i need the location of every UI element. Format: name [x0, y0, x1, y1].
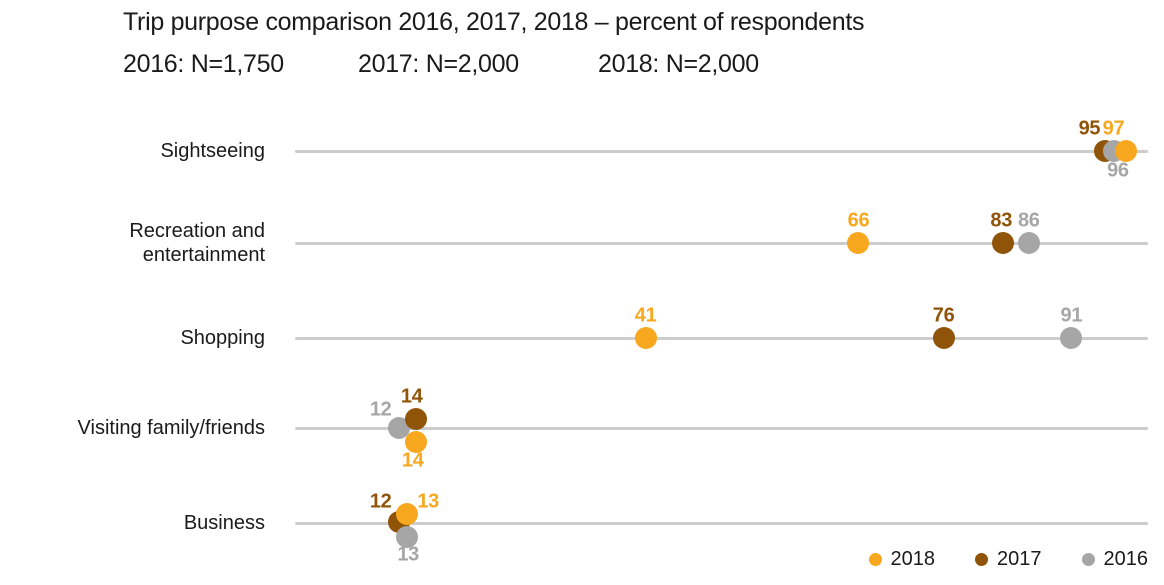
- data-point-dot: [387, 417, 410, 439]
- data-point-dot: [396, 526, 419, 548]
- legend-swatch-icon: [975, 553, 988, 566]
- legend-label: 2016: [1103, 548, 1149, 570]
- value-label: 83: [990, 209, 1013, 232]
- row-line: [295, 426, 1148, 430]
- row-line: [295, 336, 1148, 340]
- legend-swatch-icon: [1081, 553, 1095, 566]
- legend-label: 2017: [997, 548, 1042, 570]
- category-label: Recreation and entertainment: [129, 220, 265, 266]
- value-label: 13: [417, 490, 440, 513]
- legend-label: 2018: [890, 548, 936, 570]
- legend-item: 2018: [868, 548, 936, 571]
- legend-item: 2016: [1081, 548, 1149, 571]
- sample-sizes: 2016: N=1,750 2017: N=2,000 2018: N=2,00…: [0, 50, 1164, 80]
- value-label: 86: [1017, 209, 1040, 232]
- data-point-dot: [1017, 232, 1040, 254]
- data-point-dot: [634, 327, 657, 349]
- value-label: 41: [634, 304, 657, 327]
- row-line: [295, 521, 1148, 525]
- category-label: Business: [183, 512, 265, 534]
- data-point-dot: [992, 232, 1015, 254]
- row-line: [295, 241, 1148, 245]
- data-point-dot: [847, 232, 870, 254]
- value-label: 13: [397, 543, 420, 566]
- legend-swatch-icon: [868, 553, 882, 566]
- value-label: 97: [1102, 117, 1125, 140]
- chart-title: Trip purpose comparison 2016, 2017, 2018…: [123, 8, 865, 36]
- data-point-dot: [404, 408, 427, 430]
- category-label: Visiting family/friends: [77, 417, 265, 439]
- sample-size-2017: 2017: N=2,000: [358, 50, 519, 78]
- value-label: 91: [1060, 304, 1083, 327]
- data-point-dot: [404, 431, 427, 453]
- row-line: [295, 149, 1148, 153]
- category-label: Sightseeing: [160, 140, 265, 162]
- data-point-dot: [396, 503, 419, 525]
- data-point-dot: [1115, 140, 1138, 162]
- value-label: 14: [401, 449, 424, 472]
- data-point-dot: [932, 327, 955, 349]
- legend: 2018 2017 2016: [868, 548, 1149, 571]
- value-label: 14: [400, 385, 423, 408]
- value-label: 12: [369, 490, 392, 513]
- category-label: Shopping: [180, 327, 265, 349]
- data-point-dot: [1060, 327, 1083, 349]
- value-label: 66: [847, 209, 870, 232]
- legend-item: 2017: [975, 548, 1042, 571]
- value-label: 12: [369, 398, 392, 421]
- sample-size-2016: 2016: N=1,750: [123, 50, 284, 78]
- value-label: 96: [1107, 159, 1129, 182]
- value-label: 76: [932, 304, 955, 327]
- value-label: 95: [1078, 117, 1101, 140]
- sample-size-2018: 2018: N=2,000: [598, 50, 759, 78]
